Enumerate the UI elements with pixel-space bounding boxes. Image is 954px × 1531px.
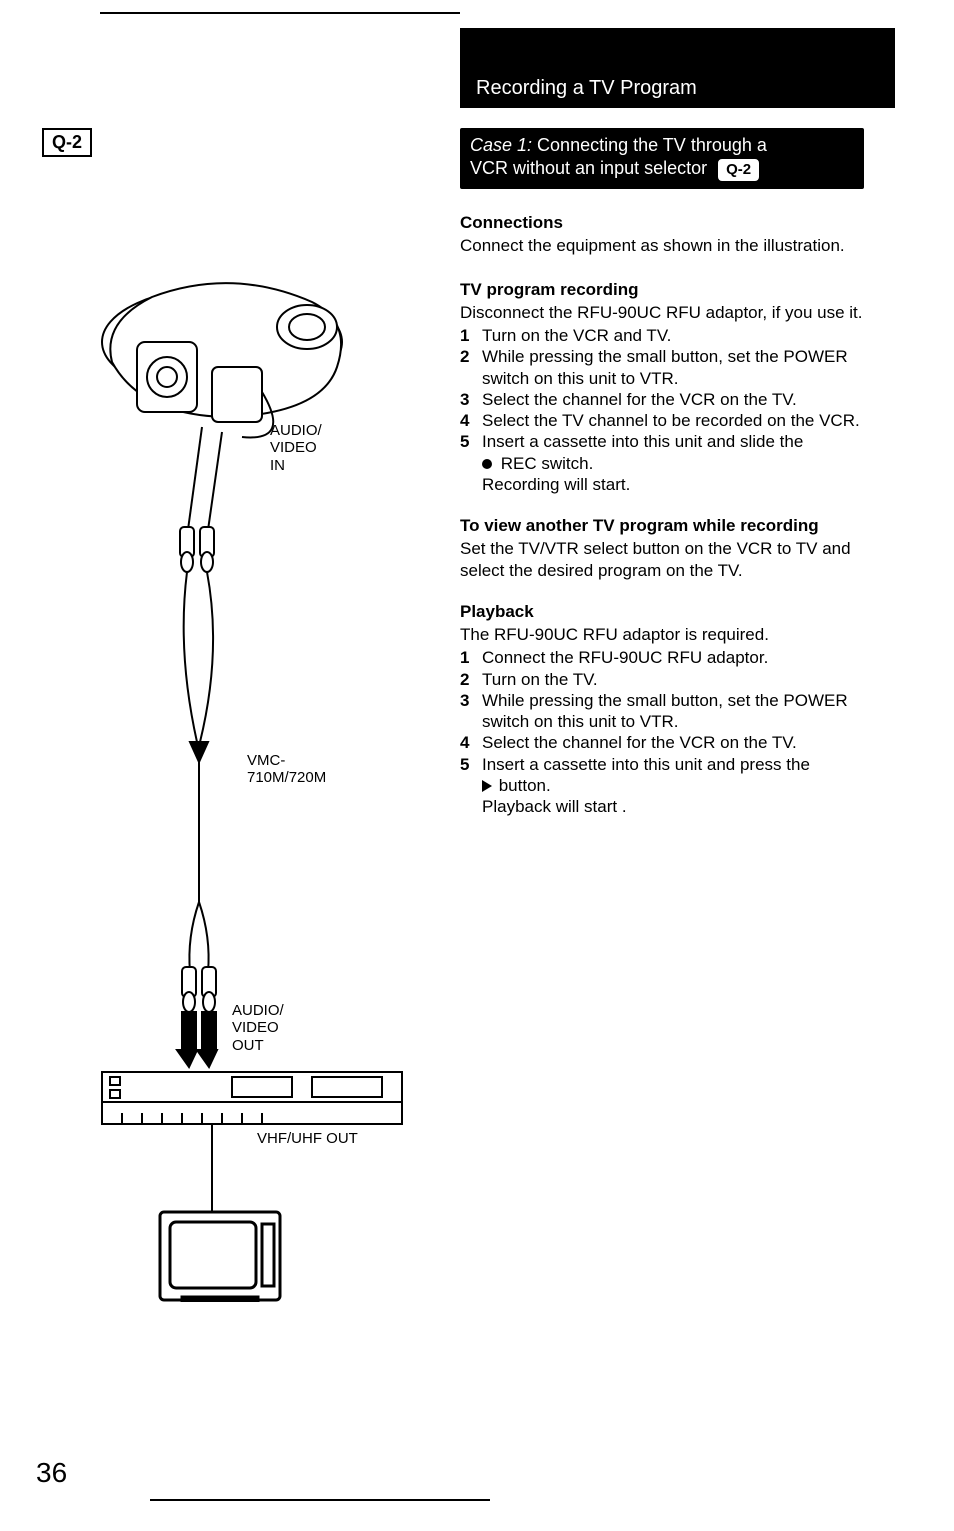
playback-steps: 1Connect the RFU-90UC RFU adaptor. 2Turn…	[460, 647, 880, 817]
step-text: Turn on the VCR and TV.	[482, 325, 880, 346]
list-item: 4Select the channel for the VCR on the T…	[460, 732, 880, 753]
label-av-in: AUDIO/ VIDEO IN	[270, 422, 322, 474]
case-line2: VCR without an input selector	[470, 158, 707, 178]
case-prefix: Case 1:	[470, 135, 532, 155]
step-text-part: Playback will start .	[482, 797, 627, 816]
step-text: While pressing the small button, set the…	[482, 346, 880, 389]
connection-diagram: AUDIO/ VIDEO IN VMC- 710M/720M AUDIO/ VI…	[82, 272, 442, 1302]
step-text-part: Insert a cassette into this unit and sli…	[482, 432, 803, 451]
label-cable: VMC- 710M/720M	[247, 752, 326, 787]
recording-heading: TV program recording	[460, 279, 880, 300]
section-title-banner: Recording a TV Program	[460, 28, 895, 108]
list-item: 2While pressing the small button, set th…	[460, 346, 880, 389]
view-other-body: Set the TV/VTR select button on the VCR …	[460, 538, 880, 581]
list-item: 5 Insert a cassette into this unit and s…	[460, 431, 880, 495]
step-text: Insert a cassette into this unit and pre…	[482, 754, 880, 818]
step-text: Turn on the TV.	[482, 669, 880, 690]
list-item: 1Turn on the VCR and TV.	[460, 325, 880, 346]
connections-heading: Connections	[460, 212, 880, 233]
playback-intro: The RFU-90UC RFU adaptor is required.	[460, 624, 880, 645]
text-column: Connections Connect the equipment as sho…	[460, 198, 880, 817]
list-item: 3While pressing the small button, set th…	[460, 690, 880, 733]
step-text: Select the channel for the VCR on the TV…	[482, 732, 880, 753]
page-number: 36	[36, 1457, 67, 1489]
play-icon	[482, 780, 492, 792]
step-text: While pressing the small button, set the…	[482, 690, 880, 733]
diagram-svg	[82, 272, 442, 1302]
step-text: Connect the RFU-90UC RFU adaptor.	[482, 647, 880, 668]
step-text-part: Recording will start.	[482, 475, 630, 494]
step-text-part: Insert a cassette into this unit and pre…	[482, 755, 810, 774]
case-banner: Case 1: Connecting the TV through a VCR …	[460, 128, 864, 189]
step-text-part: REC switch.	[496, 454, 593, 473]
step-text: Select the channel for the VCR on the TV…	[482, 389, 880, 410]
playback-heading: Playback	[460, 601, 880, 622]
list-item: 3Select the channel for the VCR on the T…	[460, 389, 880, 410]
connections-body: Connect the equipment as shown in the il…	[460, 235, 880, 256]
view-other-heading: To view another TV program while recordi…	[460, 515, 880, 536]
section-title-text: Recording a TV Program	[476, 77, 697, 100]
record-icon	[482, 459, 492, 469]
case-line1: Connecting the TV through a	[532, 135, 767, 155]
list-item: 4Select the TV channel to be recorded on…	[460, 410, 880, 431]
label-vhf-uhf: VHF/UHF OUT	[257, 1130, 358, 1147]
list-item: 5 Insert a cassette into this unit and p…	[460, 754, 880, 818]
bottom-rule	[150, 1499, 490, 1501]
step-text: Select the TV channel to be recorded on …	[482, 410, 880, 431]
top-rule	[100, 12, 460, 14]
list-item: 1Connect the RFU-90UC RFU adaptor.	[460, 647, 880, 668]
step-text-part: button.	[494, 776, 551, 795]
q2-reference-box: Q-2	[42, 128, 92, 157]
recording-intro: Disconnect the RFU-90UC RFU adaptor, if …	[460, 302, 880, 323]
step-text: Insert a cassette into this unit and sli…	[482, 431, 880, 495]
case-q2-badge: Q-2	[718, 159, 759, 180]
label-av-out: AUDIO/ VIDEO OUT	[232, 1002, 284, 1054]
recording-steps: 1Turn on the VCR and TV. 2While pressing…	[460, 325, 880, 495]
list-item: 2Turn on the TV.	[460, 669, 880, 690]
